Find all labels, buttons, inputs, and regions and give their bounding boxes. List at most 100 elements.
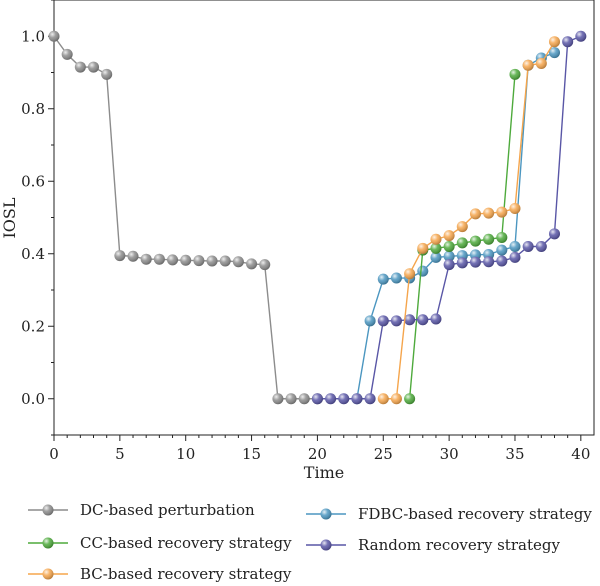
- data-point-shine: [48, 30, 60, 42]
- data-point-shine: [140, 253, 152, 265]
- y-tick-label: 0.0: [21, 390, 45, 408]
- data-point-shine: [74, 61, 86, 73]
- data-point-shine: [535, 241, 547, 252]
- data-point-shine: [127, 250, 139, 262]
- data-point-shine: [509, 202, 521, 214]
- data-point-shine: [311, 393, 323, 405]
- series-line: [53, 35, 318, 400]
- legend-item: FDBC-based recovery strategy: [306, 505, 592, 523]
- y-tick-label: 1.0: [21, 27, 45, 45]
- legend-item: Random recovery strategy: [306, 536, 560, 554]
- x-tick-label: 25: [374, 445, 393, 463]
- x-axis-title: Time: [304, 463, 344, 482]
- legend-item: CC-based recovery strategy: [28, 534, 292, 552]
- data-point-shine: [548, 228, 560, 240]
- data-point-shine: [469, 256, 481, 268]
- legend-item: BC-based recovery strategy: [28, 565, 292, 583]
- data-point-shine: [443, 250, 455, 262]
- y-tick-label: 0.8: [21, 100, 45, 118]
- data-point-shine: [246, 258, 258, 270]
- series-line: [383, 41, 556, 400]
- data-point-shine: [61, 48, 73, 60]
- data-point-shine: [101, 68, 113, 80]
- data-point-shine: [390, 272, 402, 284]
- data-point-shine: [325, 393, 337, 405]
- data-point-shine: [522, 59, 534, 71]
- plot-frame: [53, 0, 595, 436]
- series-line: [317, 35, 582, 400]
- data-point-shine: [430, 242, 442, 254]
- series-3: [311, 30, 587, 405]
- data-point-shine: [443, 259, 455, 271]
- data-point-shine: [272, 393, 284, 405]
- data-point-shine: [404, 393, 416, 405]
- data-point-shine: [509, 251, 521, 263]
- x-tick-label: 5: [115, 445, 125, 463]
- data-point-shine: [114, 250, 126, 262]
- x-tick-label: 10: [176, 445, 195, 463]
- data-point-shine: [206, 255, 218, 267]
- legend-marker-shine: [42, 537, 54, 549]
- y-tick-label: 0.6: [21, 172, 45, 190]
- data-point-shine: [456, 257, 468, 269]
- data-point-shine: [377, 315, 389, 327]
- data-point-shine: [364, 393, 376, 405]
- data-point-shine: [509, 241, 521, 252]
- legend-marker-shine: [42, 504, 54, 516]
- data-point-shine: [456, 221, 468, 233]
- data-point-shine: [180, 254, 192, 266]
- data-point-shine: [430, 251, 442, 263]
- legend-label: FDBC-based recovery strategy: [358, 505, 592, 523]
- data-point-shine: [548, 36, 560, 48]
- data-point-shine: [88, 61, 100, 73]
- series-0: [48, 30, 323, 405]
- plot-area: 0 5 10 15 20 25 30 35 40 0.0 0.2 0.4 0.6 0.8 1.0: [21, 0, 595, 463]
- data-point-shine: [417, 265, 429, 277]
- data-point-shine: [364, 315, 376, 327]
- data-point-shine: [193, 255, 205, 267]
- x-tick-label: 15: [242, 445, 261, 463]
- data-point-shine: [377, 273, 389, 285]
- data-point-shine: [430, 233, 442, 245]
- series-2: [404, 68, 521, 405]
- data-point-shine: [377, 393, 389, 405]
- legend-label: BC-based recovery strategy: [80, 565, 292, 583]
- data-point-shine: [338, 393, 350, 405]
- data-point-shine: [167, 254, 179, 266]
- x-tick-label: 35: [505, 445, 524, 463]
- series-4: [377, 36, 560, 405]
- data-point-shine: [351, 393, 363, 405]
- data-point-shine: [404, 268, 416, 280]
- x-axis: 0 5 10 15 20 25 30 35 40: [49, 435, 590, 463]
- data-point-shine: [483, 233, 495, 245]
- data-point-shine: [417, 242, 429, 254]
- legend-marker-shine: [42, 568, 54, 580]
- data-point-shine: [522, 241, 534, 252]
- data-point-shine: [483, 207, 495, 219]
- data-point-shine: [417, 314, 429, 326]
- data-point-shine: [483, 256, 495, 268]
- data-point-shine: [456, 237, 468, 249]
- data-point-shine: [390, 393, 402, 405]
- data-point-shine: [232, 256, 244, 268]
- data-point-shine: [469, 208, 481, 220]
- series-layer: [48, 30, 587, 405]
- data-point-shine: [219, 255, 231, 267]
- data-point-shine: [509, 68, 521, 80]
- data-point-shine: [496, 255, 508, 267]
- data-point-shine: [285, 393, 297, 405]
- data-point-shine: [259, 259, 271, 271]
- data-point-shine: [153, 253, 165, 265]
- series-line: [356, 51, 555, 399]
- data-point-shine: [298, 393, 310, 405]
- data-point-shine: [430, 313, 442, 325]
- data-point-shine: [443, 230, 455, 242]
- x-tick-label: 20: [308, 445, 327, 463]
- x-tick-label: 40: [571, 445, 590, 463]
- y-axis-title: IOSL: [0, 197, 19, 238]
- legend-label: Random recovery strategy: [358, 536, 560, 554]
- data-point-shine: [404, 314, 416, 326]
- data-point-shine: [443, 241, 455, 252]
- data-point-shine: [469, 235, 481, 247]
